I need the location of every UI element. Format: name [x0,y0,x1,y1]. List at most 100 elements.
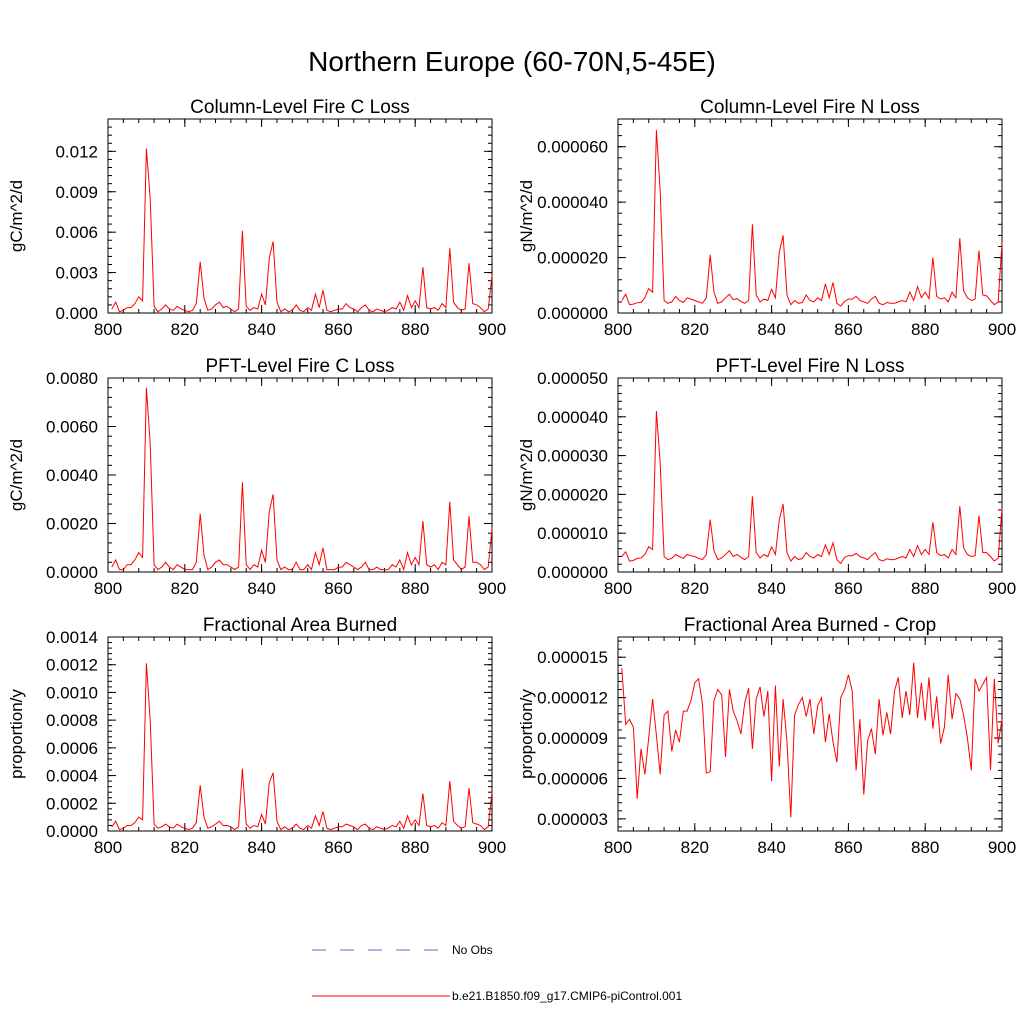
plot-frame [107,377,493,573]
panel-title: Column-Level Fire N Loss [700,97,920,118]
legend: No Obs b.e21.B1850.f09_g17.CMIP6-piContr… [312,943,682,1003]
panel-title: Column-Level Fire C Loss [190,97,410,118]
y-tick-label: 0.0000 [46,822,98,841]
x-tick-label: 840 [757,838,785,857]
plot-frame [107,636,493,832]
y-tick-label: 0.006 [55,223,98,242]
plot-frame [107,118,493,314]
series-line-model [111,148,493,313]
panel-title: PFT-Level Fire N Loss [716,356,905,377]
y-tick-label: 0.000020 [537,485,608,504]
series-line-model [111,387,493,572]
y-tick-label: 0.000003 [537,810,608,829]
x-tick-label: 840 [757,320,785,339]
y-tick-label: 0.0004 [46,767,98,786]
x-tick-label: 880 [401,579,429,598]
y-tick-label: 0.000020 [537,249,608,268]
y-tick-label: 0.000010 [537,524,608,543]
y-tick-label: 0.003 [55,264,98,283]
y-tick-label: 0.0014 [46,628,98,647]
panels: Column-Level Fire C Loss gC/m^2/d 800 820 84… [7,97,1016,857]
y-tick-label: 0.0080 [46,369,98,388]
x-tick-label: 820 [681,838,709,857]
y-axis-label: proportion/y [517,689,536,779]
panel-title: PFT-Level Fire C Loss [206,356,395,377]
panel-4: PFT-Level Fire N Loss gN/m^2/d 800 820 840 86… [517,356,1016,598]
y-tick-label: 0.0000 [46,563,98,582]
x-tick-label: 860 [324,579,352,598]
x-tick-label: 900 [478,838,506,857]
y-axis-label: gN/m^2/d [517,180,536,252]
y-axis-label: gC/m^2/d [7,180,26,252]
y-tick-label: 0.0012 [46,656,98,675]
y-tick-label: 0.0060 [46,418,98,437]
x-tick-label: 880 [401,838,429,857]
x-tick-label: 840 [247,579,275,598]
y-axis-label: gN/m^2/d [517,439,536,511]
x-tick-label: 820 [681,320,709,339]
x-tick-label: 800 [94,579,122,598]
y-tick-label: 0.000009 [537,729,608,748]
y-tick-label: 0.0002 [46,794,98,813]
panel-1: Column-Level Fire C Loss gC/m^2/d 800 820 84… [7,97,506,339]
y-tick-label: 0.000060 [537,138,608,157]
x-tick-label: 860 [834,838,862,857]
y-tick-label: 0.000015 [537,648,608,667]
y-tick-label: 0.000000 [537,563,608,582]
plot-frame [617,377,1003,573]
x-tick-label: 860 [324,320,352,339]
x-tick-label: 900 [478,320,506,339]
legend-model-label: b.e21.B1850.f09_g17.CMIP6-piControl.001 [452,989,682,1003]
x-tick-label: 860 [324,838,352,857]
panel-5: Fractional Area Burned proportion/y 800 820… [7,615,506,857]
plot-frame [617,636,1003,832]
y-tick-label: 0.0010 [46,683,98,702]
x-tick-label: 900 [478,579,506,598]
legend-no-obs-label: No Obs [452,943,493,957]
series-line-model [111,663,493,831]
x-tick-label: 900 [988,838,1016,857]
x-tick-label: 840 [757,579,785,598]
x-tick-label: 860 [834,320,862,339]
x-tick-label: 900 [988,579,1016,598]
x-tick-label: 800 [94,320,122,339]
x-tick-label: 800 [604,320,632,339]
panel-3: PFT-Level Fire C Loss gC/m^2/d 800 820 840 86… [7,356,506,598]
y-tick-label: 0.000 [55,304,98,323]
x-tick-label: 800 [604,838,632,857]
x-tick-label: 840 [247,320,275,339]
y-tick-label: 0.0020 [46,515,98,534]
x-tick-label: 880 [911,579,939,598]
x-tick-label: 800 [94,838,122,857]
x-tick-label: 840 [247,838,275,857]
x-tick-label: 860 [834,579,862,598]
y-tick-label: 0.000012 [537,689,608,708]
panel-6: Fractional Area Burned - Crop proportion/… [517,615,1016,857]
x-tick-label: 880 [911,320,939,339]
series-line-model [621,662,1003,818]
x-tick-label: 880 [401,320,429,339]
x-tick-label: 820 [171,838,199,857]
series-line-model [621,130,1003,307]
x-tick-label: 820 [171,579,199,598]
y-tick-label: 0.0040 [46,466,98,485]
y-tick-label: 0.009 [55,183,98,202]
y-tick-label: 0.0006 [46,739,98,758]
x-tick-label: 800 [604,579,632,598]
x-tick-label: 880 [911,838,939,857]
panel-title: Fractional Area Burned [203,615,397,636]
x-tick-label: 820 [681,579,709,598]
plot-frame [617,118,1003,314]
panel-2: Column-Level Fire N Loss gN/m^2/d 800 820 84… [517,97,1016,339]
y-tick-label: 0.0008 [46,711,98,730]
y-axis-label: gC/m^2/d [7,439,26,511]
y-tick-label: 0.000040 [537,193,608,212]
figure-title: Northern Europe (60-70N,5-45E) [308,46,716,77]
panel-title: Fractional Area Burned - Crop [684,615,936,636]
y-axis-label: proportion/y [7,689,26,779]
y-tick-label: 0.012 [55,142,98,161]
y-tick-label: 0.000006 [537,769,608,788]
y-tick-label: 0.000030 [537,447,608,466]
series-line-model [621,410,1003,565]
